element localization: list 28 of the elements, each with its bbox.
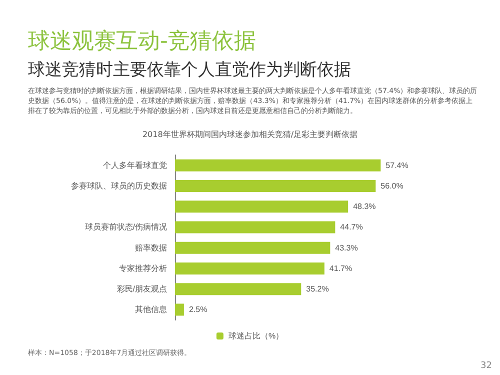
data-label: 43.3% [335, 243, 358, 252]
data-label: 48.3% [353, 202, 376, 212]
data-label: 41.7% [329, 264, 352, 273]
text: 32 [480, 361, 492, 371]
bar [175, 242, 330, 254]
bar [175, 200, 348, 213]
y-tick-label: 球员赛前状态/伤病情况 [84, 222, 167, 232]
bar [175, 221, 336, 234]
legend-label: 球迷占比（%） [228, 332, 284, 340]
bar [175, 304, 184, 316]
chart-subtitle: 球迷竞猜时主要依靠个人直觉作为判断依据 [28, 59, 351, 81]
bar [175, 159, 381, 172]
data-label: 2.5% [188, 305, 208, 314]
data-label: 57.4% [386, 160, 408, 170]
chart-title: 球迷观赛互动-竞猜依据 [28, 28, 256, 56]
bar [175, 262, 324, 274]
y-tick-label: 参赛球队、球员的历史数据 [71, 181, 167, 190]
y-tick-label: 专家推荐分析 [119, 264, 167, 273]
data-label: 35.2% [306, 284, 329, 294]
y-tick-label: 赔率数据 [135, 243, 167, 252]
bar [175, 283, 302, 296]
y-tick-label: 其他信息 [135, 305, 167, 314]
y-tick-label: 彩民/朋友观点 [116, 284, 167, 294]
text: 2018年世界杯期间国内球迷参加相关竞猜/足彩主要判断依据 [141, 129, 359, 140]
data-label: 44.7% [340, 222, 363, 232]
y-tick-label: 个人多年看球直觉 [103, 160, 167, 170]
data-label: 56.0% [380, 181, 404, 190]
bar [175, 180, 376, 192]
